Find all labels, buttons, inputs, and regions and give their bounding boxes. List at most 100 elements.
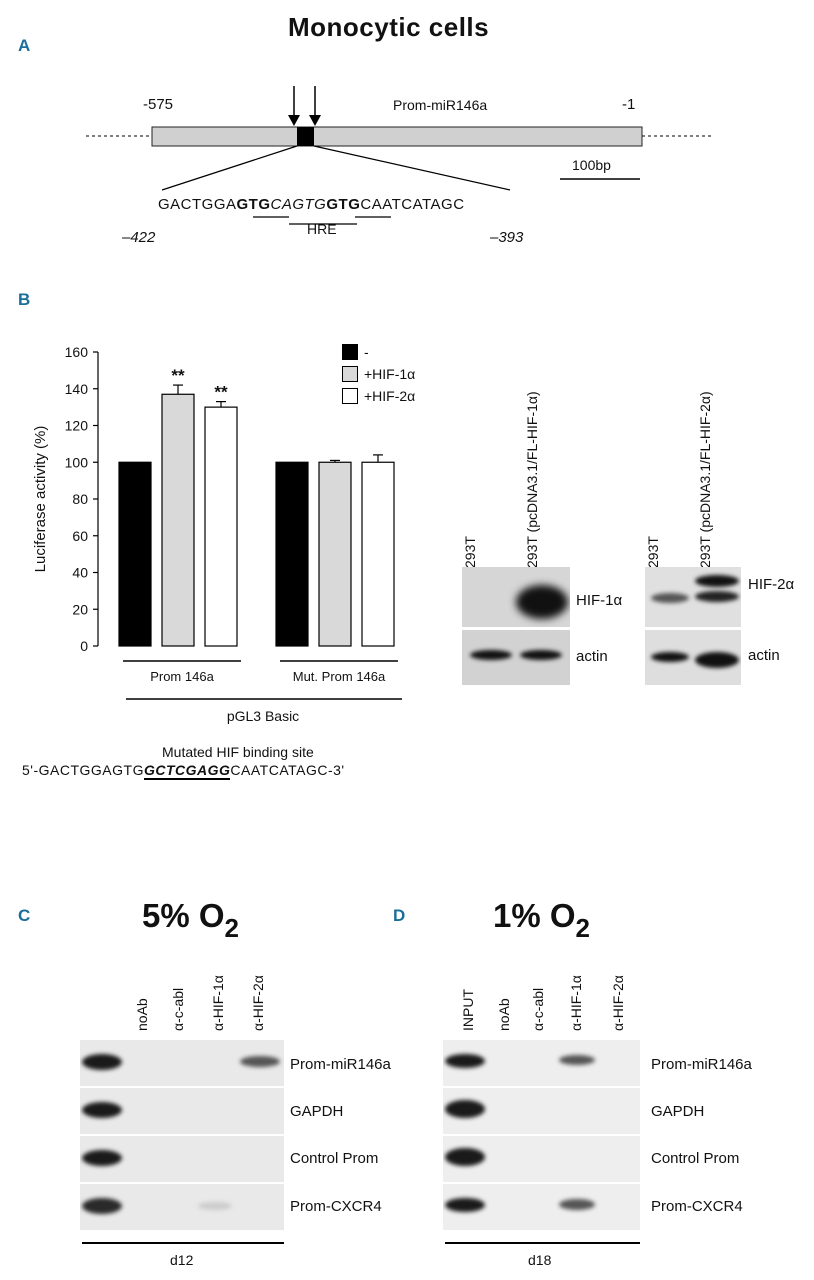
c-day-label: d12 — [170, 1252, 194, 1268]
significance-mark: ** — [214, 383, 228, 402]
mut-core: GCTCGAGG — [143, 762, 231, 780]
bar — [204, 406, 238, 647]
d-band-hif1 — [559, 1055, 595, 1065]
seq-bold-1: GTG — [236, 196, 271, 213]
legend-item-control: - — [342, 341, 415, 363]
c-lane-noab: noAb — [134, 998, 150, 1031]
panel-b-label: B — [18, 290, 31, 309]
d-band-input-3 — [445, 1148, 485, 1166]
lane-label-hif2-transfected: 293T (pcDNA3.1/FL-HIF-2α) — [697, 391, 713, 568]
d-row-label-1: Prom-miR146a — [651, 1056, 752, 1073]
d-gel-prom-mir146a — [443, 1040, 640, 1086]
actin-label-1: actin — [576, 648, 608, 665]
d-lane-noab: noAb — [496, 998, 512, 1031]
c-day-line — [82, 1242, 284, 1244]
y-tick-label: 60 — [72, 528, 88, 544]
y-tick-label: 140 — [65, 381, 89, 397]
c-row-label-1: Prom-miR146a — [290, 1056, 391, 1073]
blot-actin-1 — [462, 630, 570, 685]
c-gel-prom-mir146a — [80, 1040, 284, 1086]
condition-d-subscript: 2 — [575, 913, 591, 943]
actin-label-2: actin — [748, 647, 780, 664]
promoter-sequence: GACTGGAGTGCAGTGGTGCAATCATAGC — [158, 196, 465, 213]
c-lane-hif2: α-HIF-2α — [250, 975, 266, 1031]
blot-hif2 — [645, 567, 741, 627]
end-coordinate: -1 — [622, 96, 636, 113]
y-tick-label: 0 — [80, 638, 88, 654]
lane-label-hif1-293t: 293T — [462, 536, 478, 568]
band-actin-1b — [520, 650, 562, 660]
luciferase-bar-chart: 160 140 120 100 80 60 40 20 0 Luciferase activity… — [32, 344, 402, 724]
mutated-sequence: 5'-GACTGGAGTGGCTCGAGGCAATCATAGC-3' — [22, 762, 345, 780]
hre-box — [297, 127, 314, 146]
band-hif1-transfected — [516, 585, 568, 619]
blot-hif1 — [462, 567, 570, 627]
group-label: Mut. Prom 146a — [293, 669, 386, 684]
seq-bold-2: GTG — [326, 196, 361, 213]
bar — [118, 461, 152, 647]
arrow-1-head — [288, 115, 300, 126]
band-hif2-upper — [695, 575, 739, 587]
d-lane-hif2: α-HIF-2α — [610, 975, 626, 1031]
y-tick-label: 160 — [65, 344, 89, 360]
d-lane-hif1: α-HIF-1α — [568, 975, 584, 1031]
panel-d-label: D — [393, 906, 406, 925]
zoom-line-left — [161, 145, 298, 191]
d-lane-input: INPUT — [460, 989, 476, 1031]
mut-prefix: 5'-GACTGGAGTG — [22, 762, 144, 778]
legend-item-hif2: +HIF-2α — [342, 385, 415, 407]
y-tick-label: 20 — [72, 601, 88, 617]
legend: - +HIF-1α +HIF-2α — [342, 341, 415, 407]
super-group-label: pGL3 Basic — [227, 708, 299, 724]
c-lane-c-abl: α-c-abl — [170, 987, 186, 1031]
bar — [318, 461, 352, 647]
bar — [361, 461, 395, 647]
condition-d: 1% O2 — [493, 897, 590, 943]
mut-suffix: CAATCATAGC-3' — [230, 762, 345, 778]
d-band-hif1-cxcr4 — [559, 1199, 595, 1210]
y-tick-label: 100 — [65, 454, 89, 470]
d-row-label-2: GAPDH — [651, 1103, 705, 1120]
c-band-hif1-faint — [198, 1202, 232, 1210]
y-tick-label: 120 — [65, 418, 89, 434]
y-axis-label: Luciferase activity (%) — [32, 426, 49, 573]
promoter-bar — [151, 126, 643, 147]
c-lane-hif1: α-HIF-1α — [210, 975, 226, 1031]
c-row-label-2: GAPDH — [290, 1103, 344, 1120]
d-gel-control-prom — [443, 1136, 640, 1182]
band-hif2-293t — [651, 593, 689, 603]
lane-label-hif2-293t: 293T — [645, 536, 661, 568]
c-gel-control-prom — [80, 1136, 284, 1182]
scale-label: 100bp — [572, 157, 611, 173]
promoter-label: Prom-miR146a — [393, 97, 488, 113]
seq-italic: CAGTG — [270, 196, 327, 213]
y-tick-label: 80 — [72, 491, 88, 507]
d-gel-prom-cxcr4 — [443, 1184, 640, 1230]
promoter-diagram — [86, 86, 712, 225]
d-band-input-2 — [445, 1100, 485, 1118]
d-band-input-4 — [445, 1198, 485, 1212]
c-band-input-1 — [82, 1054, 122, 1070]
d-day-label: d18 — [528, 1252, 552, 1268]
c-band-input-3 — [82, 1150, 122, 1166]
panel-c-label: C — [18, 906, 31, 925]
left-coordinate: –422 — [122, 229, 156, 246]
panel-a-label: A — [18, 36, 31, 55]
hif2-label: HIF-2α — [748, 576, 795, 593]
start-coordinate: -575 — [143, 96, 174, 113]
lane-label-hif1-transfected: 293T (pcDNA3.1/FL-HIF-1α) — [524, 391, 540, 568]
d-band-input-1 — [445, 1054, 485, 1068]
c-row-label-3: Control Prom — [290, 1150, 379, 1167]
blot-actin-2 — [645, 630, 741, 685]
c-row-label-4: Prom-CXCR4 — [290, 1198, 382, 1215]
legend-swatch-hif2 — [342, 388, 358, 404]
c-gel-prom-cxcr4 — [80, 1184, 284, 1230]
mutated-site-title: Mutated HIF binding site — [162, 744, 314, 760]
d-gel-gapdh — [443, 1088, 640, 1134]
c-band-input-4 — [82, 1198, 122, 1214]
arrow-2-head — [309, 115, 321, 126]
legend-swatch-hif1 — [342, 366, 358, 382]
legend-label-hif2: +HIF-2α — [364, 388, 416, 404]
d-day-line — [445, 1242, 640, 1244]
d-lane-c-abl: α-c-abl — [530, 987, 546, 1031]
